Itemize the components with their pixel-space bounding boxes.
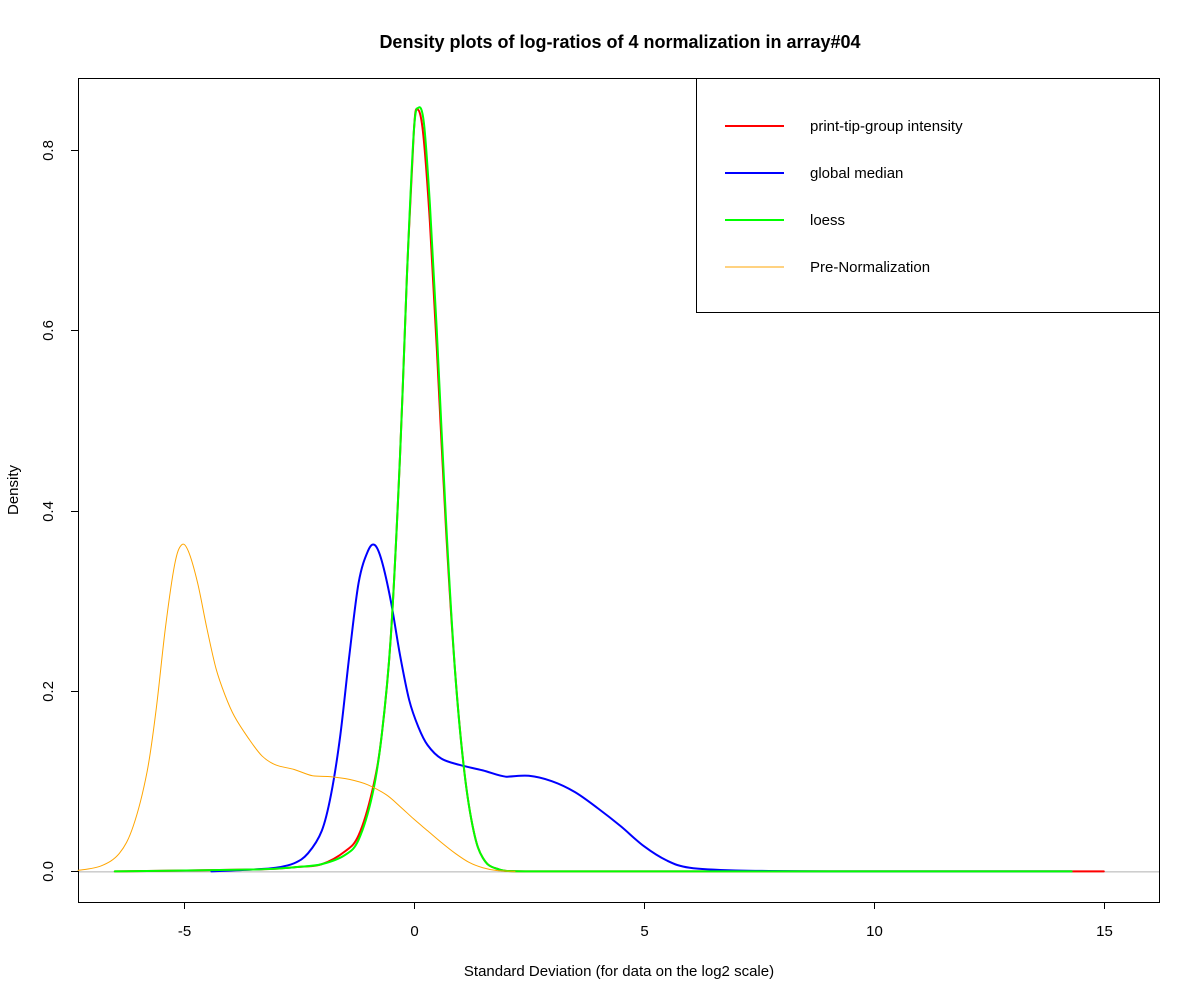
legend-label-4: Pre-Normalization xyxy=(810,259,930,276)
x-tick-label: 0 xyxy=(410,923,418,940)
y-axis-label: Density xyxy=(5,464,22,515)
y-tick-label: 0.0 xyxy=(40,861,57,882)
x-tick-label: 5 xyxy=(640,923,648,940)
legend: print-tip-group intensity global median lo… xyxy=(696,78,1160,313)
x-axis: -5 0 5 10 15 xyxy=(178,902,1113,940)
y-tick-label: 0.8 xyxy=(40,140,57,161)
y-tick-label: 0.2 xyxy=(40,681,57,702)
y-tick-label: 0.4 xyxy=(40,501,57,522)
series-line-3 xyxy=(113,106,1073,873)
x-tick-label: 10 xyxy=(866,923,883,940)
legend-label-3: loess xyxy=(810,212,845,229)
y-axis: 0.0 0.2 0.4 0.6 0.8 xyxy=(40,140,78,882)
legend-label-2: global median xyxy=(810,165,903,182)
y-tick-label: 0.6 xyxy=(40,320,57,341)
x-axis-label: Standard Deviation (for data on the log2… xyxy=(464,963,774,980)
x-tick-label: -5 xyxy=(178,923,191,940)
series-layer xyxy=(77,106,1105,873)
series-line-2 xyxy=(210,543,1073,873)
legend-box xyxy=(696,78,1160,313)
legend-label-1: print-tip-group intensity xyxy=(810,118,963,135)
plot-frame xyxy=(78,78,1160,903)
x-tick-label: 15 xyxy=(1096,923,1113,940)
chart-title: Density plots of log-ratios of 4 normali… xyxy=(379,32,860,52)
series-line-4 xyxy=(77,543,516,872)
